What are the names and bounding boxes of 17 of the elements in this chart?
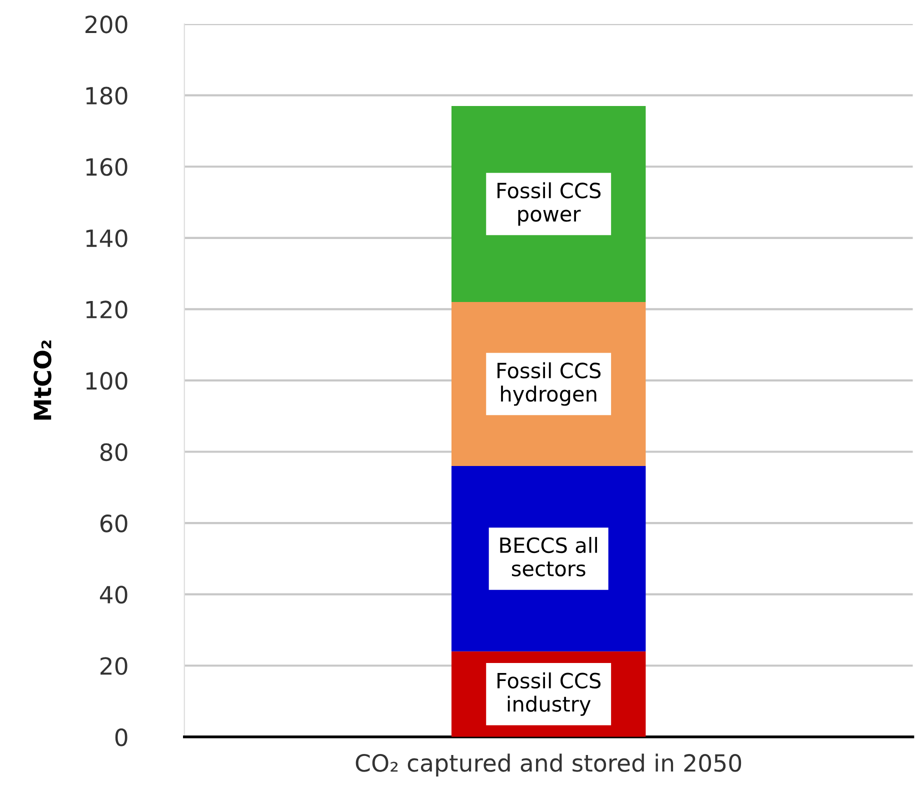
x-tick-label: CO₂ captured and stored in 2050 xyxy=(356,754,742,776)
y-tick-label: 100 xyxy=(86,372,128,390)
y-tick-label: 60 xyxy=(100,514,128,532)
series-label: Fossil CCS industry xyxy=(498,672,601,716)
y-tick-label: 140 xyxy=(86,229,128,248)
y-tick-label: 180 xyxy=(86,86,128,105)
y-tick-label: 120 xyxy=(86,300,128,318)
series-label: Fossil CCS hydrogen xyxy=(498,362,601,406)
y-tick-label: 0 xyxy=(115,728,128,746)
y-tick-label: 200 xyxy=(86,15,128,34)
y-axis-title: MtCO₂ xyxy=(34,340,52,420)
y-tick-label: 160 xyxy=(86,158,128,176)
series-label: BECCS all sectors xyxy=(500,536,598,576)
y-tick-label: 40 xyxy=(100,586,128,604)
series-label: Fossil CCS power xyxy=(498,182,601,226)
y-tick-label: 80 xyxy=(100,443,128,462)
y-tick-label: 20 xyxy=(100,657,128,675)
